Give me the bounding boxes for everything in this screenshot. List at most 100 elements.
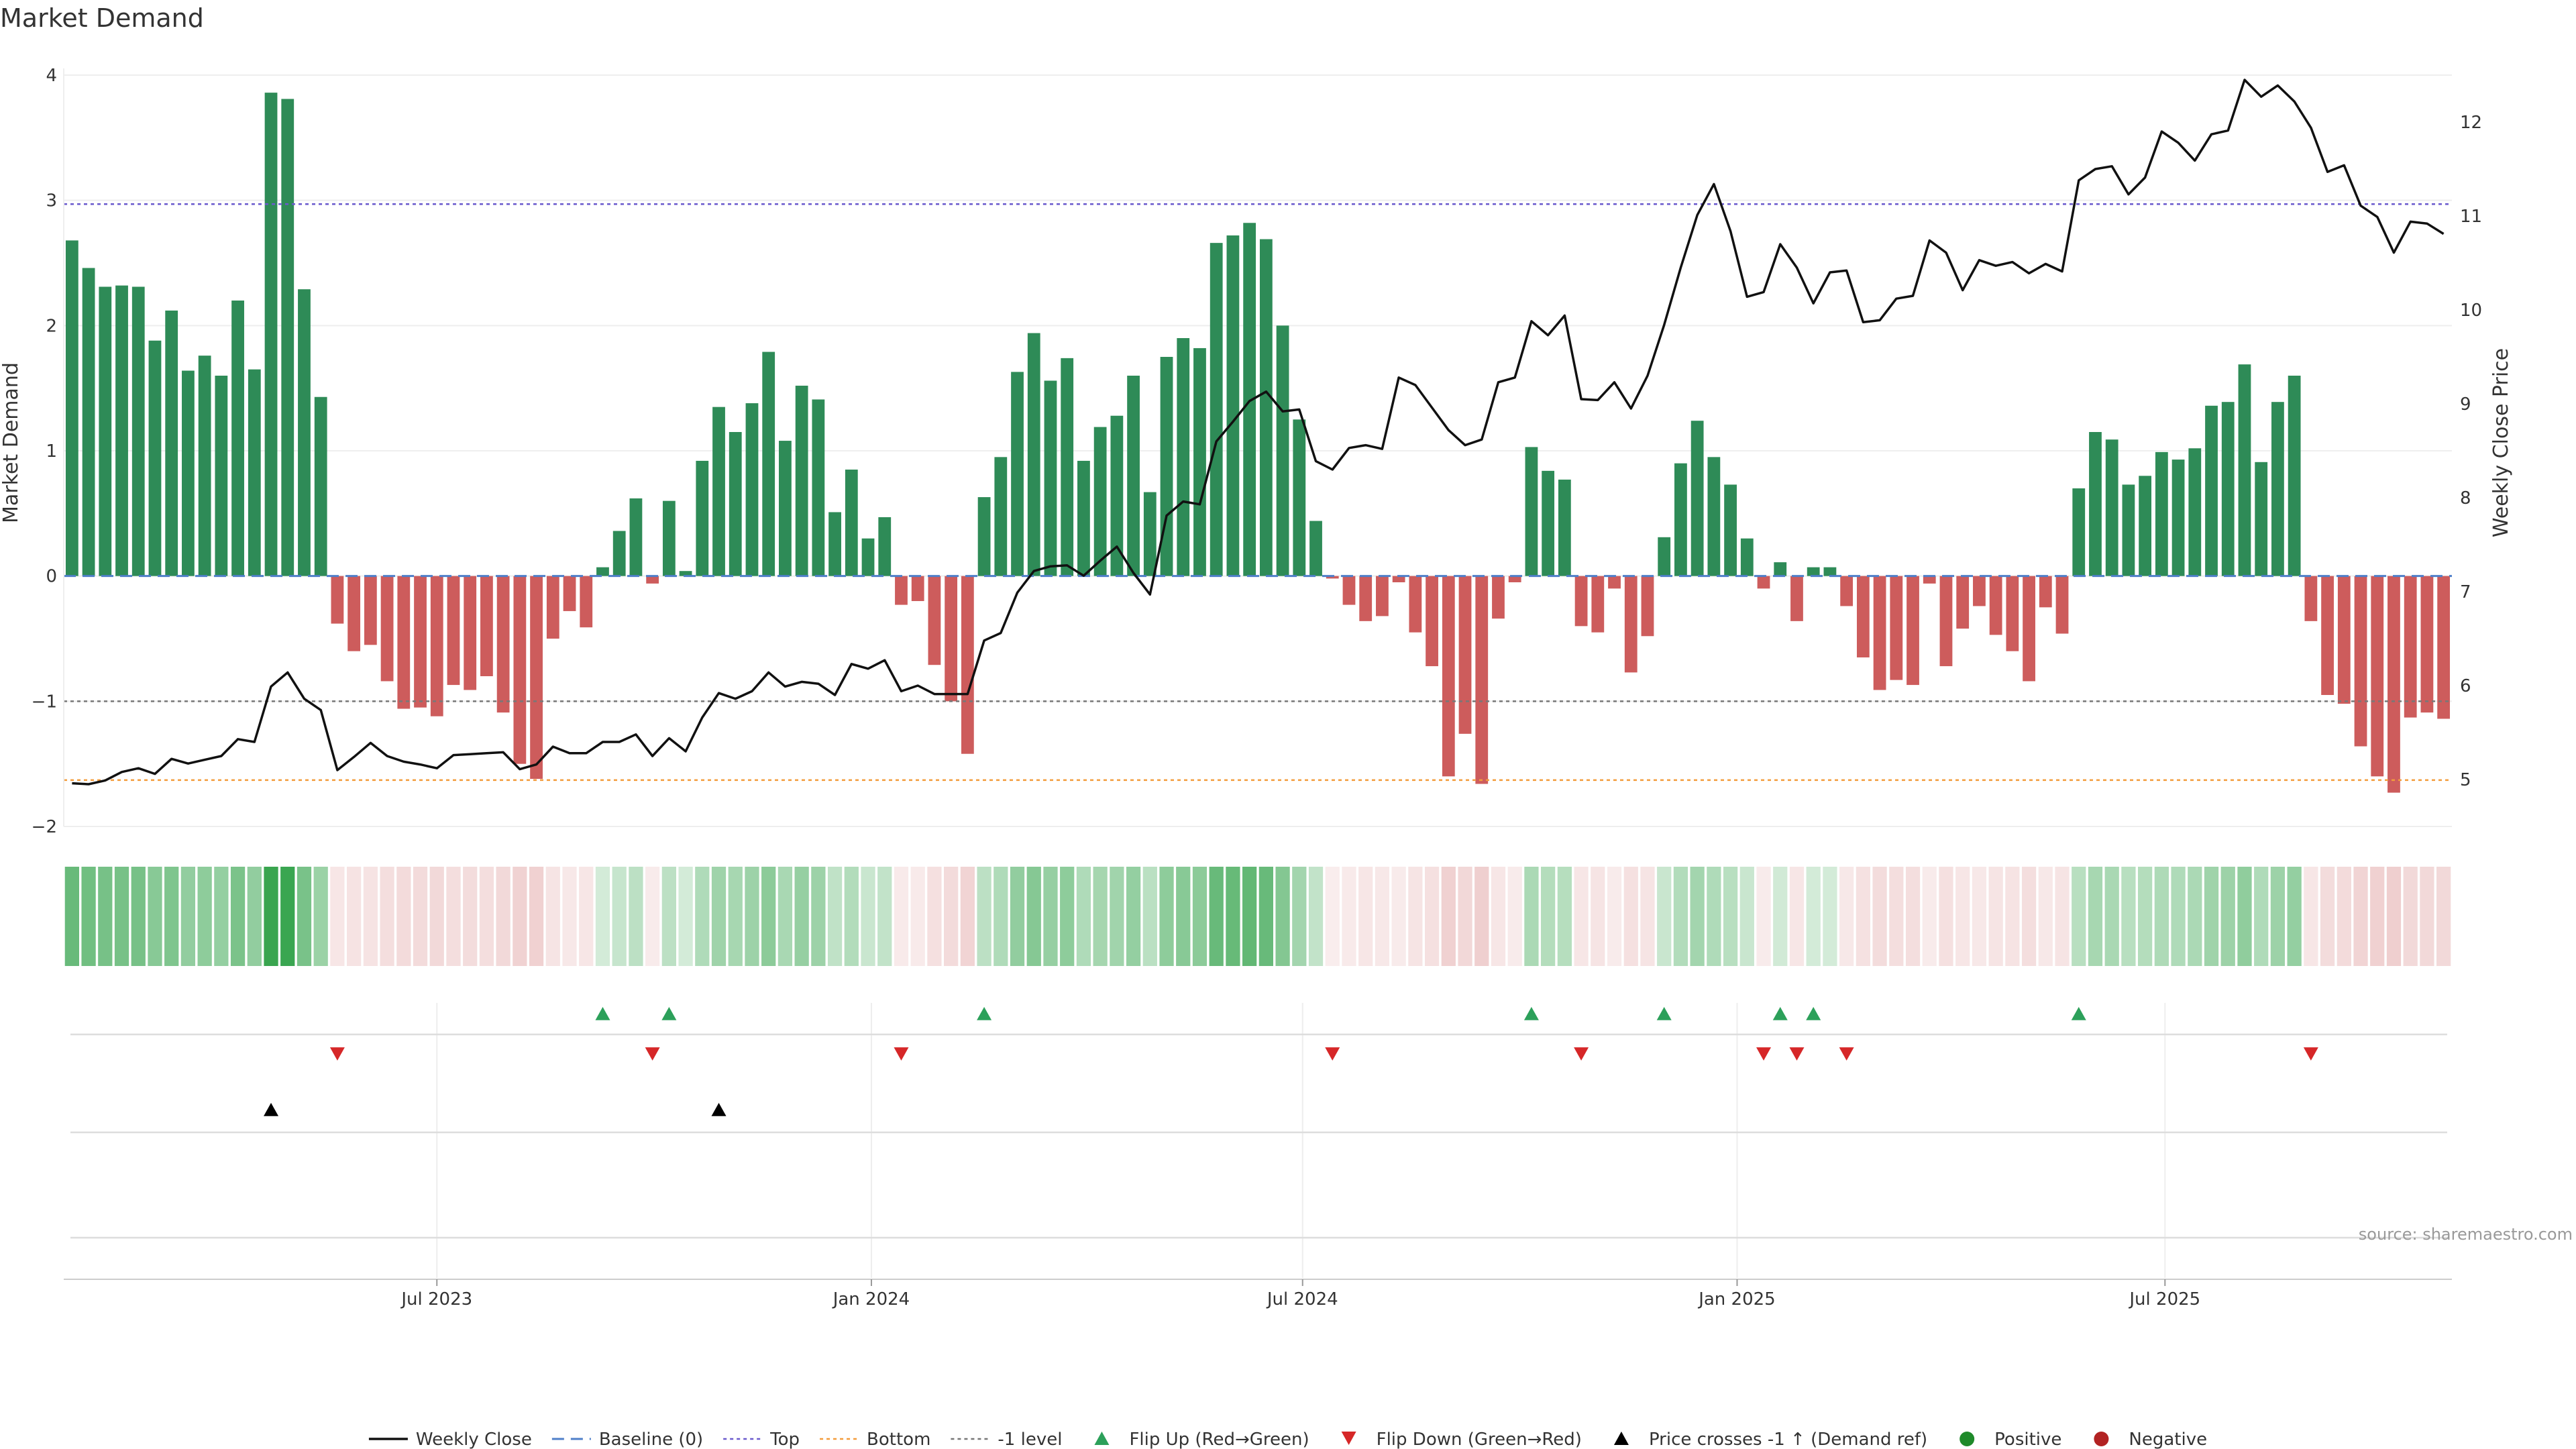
demand-bar <box>994 457 1008 576</box>
demand-bar <box>2171 460 2185 576</box>
legend-item: Weekly Close <box>368 1430 532 1449</box>
demand-bar <box>1127 376 1140 576</box>
demand-bar <box>1641 576 1654 637</box>
demand-bar <box>1508 576 1521 582</box>
heat-cell <box>1507 867 1522 966</box>
demand-bar <box>712 407 725 576</box>
demand-bar <box>1856 576 1870 657</box>
demand-bar <box>2255 462 2268 576</box>
heat-cell <box>1574 867 1589 966</box>
demand-bar <box>82 268 95 576</box>
y2-tick-label: 12 <box>2460 113 2482 133</box>
demand-bar <box>762 352 775 576</box>
heat-cell <box>2353 867 2368 966</box>
y2-tick-label: 7 <box>2460 582 2471 602</box>
legend-label: Price crosses -1 ↑ (Demand ref) <box>1649 1430 1927 1449</box>
legend-label: Flip Down (Green→Red) <box>1377 1430 1582 1449</box>
demand-bar <box>1093 427 1107 576</box>
heat-cell <box>861 867 875 966</box>
demand-bar <box>878 517 892 576</box>
legend-triangle-up-icon <box>1094 1432 1110 1445</box>
heat-cell <box>695 867 710 966</box>
heat-cell <box>64 867 79 966</box>
demand-bar <box>115 285 128 576</box>
heat-cell <box>1922 867 1937 966</box>
demand-bar <box>314 396 327 576</box>
heat-cell <box>612 867 627 966</box>
legend: Weekly Close Baseline (0) Top Bottom -1 leve… <box>368 1430 2207 1449</box>
demand-bar <box>795 385 808 576</box>
legend-triangle-down-icon <box>1341 1432 1356 1445</box>
flip-down-marker <box>1756 1047 1772 1061</box>
demand-bar <box>2238 364 2251 576</box>
demand-bar <box>1574 576 1588 627</box>
heat-cell <box>910 867 925 966</box>
heat-cell <box>1110 867 1124 966</box>
heat-cell <box>463 867 478 966</box>
demand-bar <box>364 576 377 645</box>
heat-cell <box>1773 867 1788 966</box>
demand-bar <box>264 93 278 576</box>
demand-bar <box>1873 576 1886 690</box>
y-tick-label: −2 <box>32 817 57 837</box>
demand-bar <box>65 240 78 576</box>
demand-bar <box>414 576 427 708</box>
demand-bar <box>1409 576 1422 633</box>
demand-bar <box>612 531 626 576</box>
heat-cell <box>1093 867 1108 966</box>
demand-bar <box>1989 576 2002 635</box>
flip-up-marker <box>1656 1007 1672 1020</box>
heat-cell <box>2420 867 2434 966</box>
legend-item: Positive <box>1960 1430 2061 1449</box>
demand-bar <box>1110 415 1124 576</box>
heat-cell <box>711 867 727 966</box>
heat-cell <box>1126 867 1141 966</box>
flip-down-marker <box>2303 1047 2318 1061</box>
heat-cell <box>1972 867 1987 966</box>
demand-bar <box>1011 372 1024 576</box>
heat-cell <box>794 867 809 966</box>
heat-cell <box>264 867 278 966</box>
demand-bar <box>1823 567 1837 576</box>
heat-cell <box>280 867 295 966</box>
heat-cell <box>777 867 793 966</box>
heat-cell <box>2121 867 2136 966</box>
demand-bar <box>1774 562 1787 576</box>
demand-bar <box>945 576 958 702</box>
demand-bar <box>1939 576 1953 667</box>
demand-bar <box>1724 484 1737 576</box>
y2-axis-label: Weekly Close Price <box>2489 348 2513 537</box>
flip-down-marker <box>645 1047 660 1061</box>
demand-bar <box>596 567 609 576</box>
heat-cell <box>297 867 312 966</box>
demand-bar <box>911 576 924 601</box>
heat-cell <box>1308 867 1324 966</box>
demand-bar <box>2089 432 2102 576</box>
heat-cell <box>2005 867 2020 966</box>
demand-bar <box>447 576 460 686</box>
demand-bar <box>2055 576 2069 634</box>
x-tick-label: Jul 2023 <box>400 1289 472 1309</box>
legend-circle-icon <box>2094 1432 2109 1446</box>
heat-cell <box>1823 867 1837 966</box>
demand-bar <box>1475 576 1489 784</box>
heat-cell <box>1491 867 1506 966</box>
demand-bar <box>1790 576 1803 621</box>
heat-cell <box>1839 867 1854 966</box>
heat-cell <box>661 867 676 966</box>
heat-cell <box>1939 867 1953 966</box>
demand-bar <box>2354 576 2367 747</box>
heat-cell <box>1043 867 1058 966</box>
demand-bar <box>1392 576 1405 582</box>
heat-cell <box>2287 867 2302 966</box>
demand-bar <box>397 576 411 709</box>
demand-bar <box>1077 460 1090 576</box>
demand-bar <box>828 512 841 576</box>
demand-bar <box>480 576 493 676</box>
demand-bar <box>231 301 244 576</box>
demand-bar <box>2023 576 2035 682</box>
demand-bar <box>1624 576 1638 673</box>
x-tick-label: Jan 2025 <box>1697 1289 1776 1309</box>
heat-cell <box>2038 867 2053 966</box>
